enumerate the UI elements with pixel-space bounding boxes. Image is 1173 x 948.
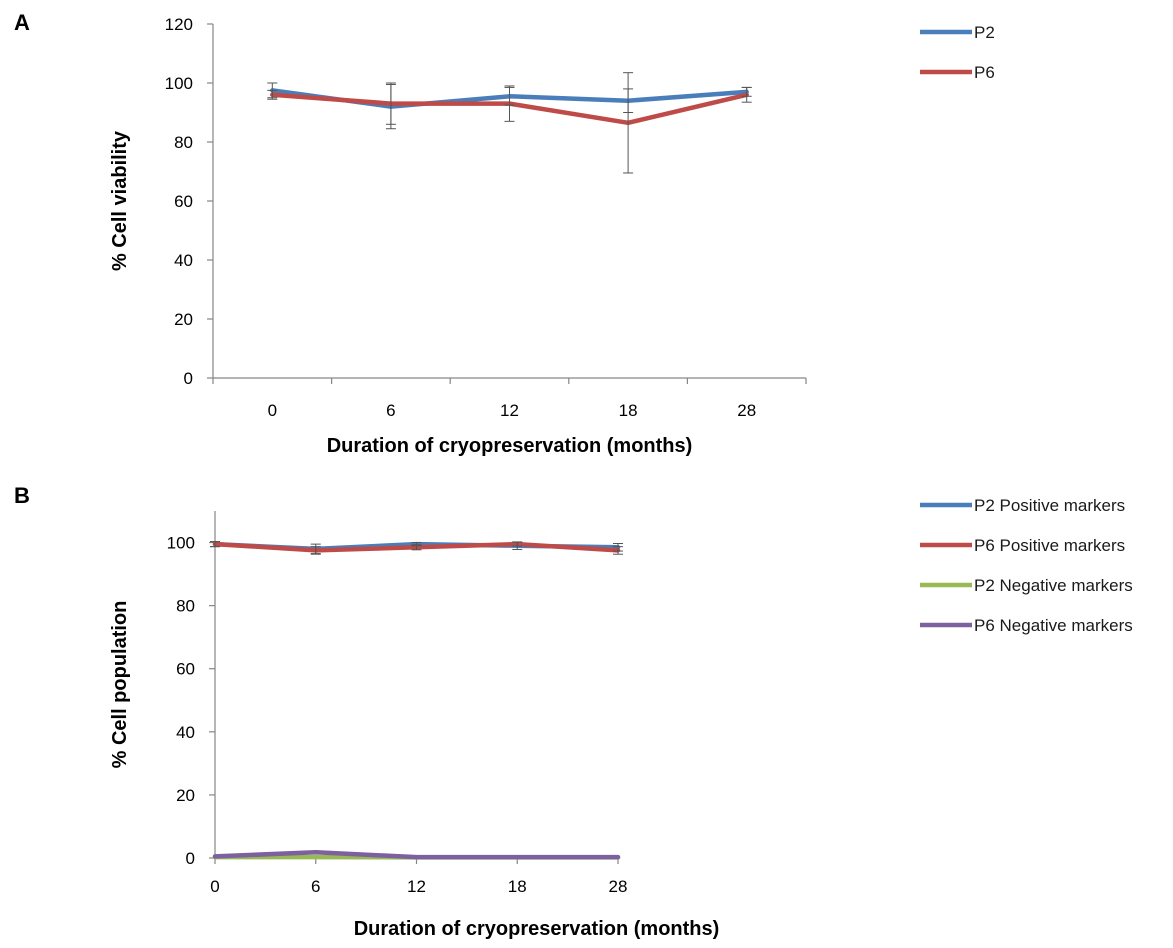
x-tick-label: 28 <box>737 401 756 420</box>
x-axis-title: Duration of cryopreservation (months) <box>327 435 693 457</box>
x-tick-label: 18 <box>508 877 527 896</box>
y-tick-label: 0 <box>184 369 193 388</box>
x-tick-label: 12 <box>500 401 519 420</box>
panel-label: A <box>14 10 30 35</box>
x-axis-title: Duration of cryopreservation (months) <box>354 918 720 940</box>
x-tick-label: 0 <box>268 401 277 420</box>
x-tick-label: 6 <box>311 877 320 896</box>
legend-label: P2 <box>974 23 995 42</box>
y-tick-label: 60 <box>174 192 193 211</box>
y-axis-title: % Cell viability <box>109 130 131 271</box>
legend-label: P6 Negative markers <box>974 616 1133 635</box>
y-tick-label: 0 <box>186 849 195 868</box>
x-tick-label: 28 <box>609 877 628 896</box>
legend-label: P2 Positive markers <box>974 496 1125 515</box>
panel-label: B <box>14 483 30 508</box>
y-tick-label: 60 <box>176 660 195 679</box>
y-tick-label: 100 <box>167 534 195 553</box>
y-tick-label: 100 <box>165 74 193 93</box>
legend-label: P6 <box>974 63 995 82</box>
x-tick-label: 12 <box>407 877 426 896</box>
y-tick-label: 80 <box>174 133 193 152</box>
y-tick-label: 40 <box>176 723 195 742</box>
y-tick-label: 40 <box>174 251 193 270</box>
x-tick-label: 18 <box>619 401 638 420</box>
y-tick-label: 20 <box>174 310 193 329</box>
legend-label: P2 Negative markers <box>974 576 1133 595</box>
legend-label: P6 Positive markers <box>974 536 1125 555</box>
y-tick-label: 80 <box>176 597 195 616</box>
y-tick-label: 20 <box>176 786 195 805</box>
y-tick-label: 120 <box>165 15 193 34</box>
y-axis-title: % Cell population <box>109 601 131 769</box>
x-tick-label: 6 <box>386 401 395 420</box>
x-tick-label: 0 <box>210 877 219 896</box>
series-line <box>212 850 621 860</box>
